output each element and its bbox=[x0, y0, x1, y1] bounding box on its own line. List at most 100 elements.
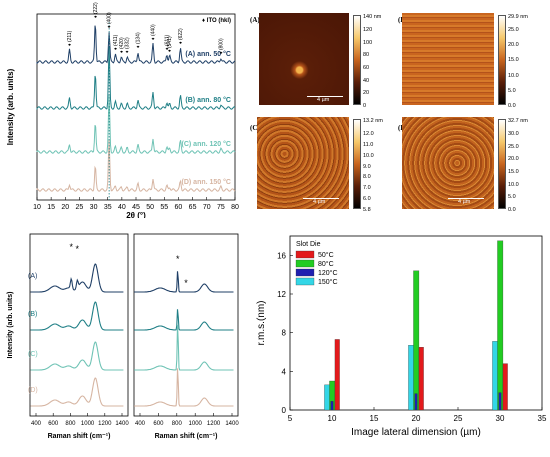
rms-xtick-label: 20 bbox=[412, 414, 421, 423]
raman-xtick-label: 800 bbox=[172, 421, 183, 427]
raman-series-line bbox=[134, 271, 234, 293]
afm-tick-label: 5.8 bbox=[363, 207, 371, 213]
raman-star: * bbox=[76, 244, 80, 254]
xrd-xtick-label: 55 bbox=[160, 204, 168, 211]
afm-max-b: 29.9 nm bbox=[508, 14, 528, 20]
raman-xlabel: Raman shift (cm⁻¹) bbox=[155, 433, 218, 440]
afm-tick-label: 25.0 bbox=[508, 27, 519, 33]
rms-chart: 5 10 15 20 25 30 35 0 4 8 12 16 Image lateral dimens… bbox=[256, 235, 547, 438]
rms-bar bbox=[414, 393, 418, 411]
afm-scalebar-a bbox=[307, 96, 343, 97]
raman-series-line bbox=[30, 263, 124, 293]
raman-star: * bbox=[176, 254, 180, 264]
afm-tick-label: 0.0 bbox=[508, 103, 516, 109]
afm-colorbar-d bbox=[498, 119, 506, 209]
afm-tick-label: 5.0 bbox=[508, 194, 516, 201]
rms-ytick-label: 8 bbox=[282, 329, 287, 338]
afm-tick-label: 30.0 bbox=[508, 131, 519, 137]
xrd-peak-label: ♦ (400) bbox=[107, 12, 113, 28]
rms-bar bbox=[334, 339, 340, 411]
xrd-xtick-label: 25 bbox=[76, 204, 84, 211]
afm-image-a: 4 µm bbox=[259, 13, 349, 105]
raman-xtick-label: 600 bbox=[48, 421, 59, 427]
xrd-series-line bbox=[36, 47, 236, 110]
xrd-peak-label: ♦ (622) bbox=[178, 28, 184, 44]
afm-tick-label: 0 bbox=[363, 103, 367, 109]
xrd-peak-label: ♦ (440) bbox=[150, 24, 156, 40]
xrd-peak-label: ♦ (222) bbox=[93, 2, 99, 18]
afm-tick-label: 0.0 bbox=[508, 207, 516, 213]
xrd-peak-label: ♦ (541) bbox=[167, 36, 173, 52]
rms-xtick-label: 15 bbox=[370, 414, 379, 423]
xrd-xtick-label: 80 bbox=[231, 204, 239, 211]
afm-tick-label: 9.0 bbox=[363, 163, 371, 170]
afm-image-b bbox=[402, 13, 494, 105]
rms-legend-label: 50°C bbox=[318, 251, 334, 259]
afm-scalebar-c bbox=[303, 198, 339, 199]
xrd-peak-label: ♦ (134) bbox=[135, 32, 141, 48]
afm-tick-label: 80 bbox=[363, 52, 370, 59]
rms-ytick-label: 0 bbox=[282, 406, 287, 415]
rms-ytick-label: 12 bbox=[277, 290, 286, 299]
xrd-series-label: (D) ann. 150 °C bbox=[182, 178, 231, 186]
xrd-series-line bbox=[36, 94, 236, 154]
afm-tick-label: 10.0 bbox=[508, 181, 519, 188]
xrd-xtick-label: 10 bbox=[33, 204, 41, 211]
rms-bar bbox=[330, 401, 334, 411]
xrd-peak-label: ♦ (611) bbox=[164, 34, 170, 50]
afm-tick-label: 15.0 bbox=[508, 57, 519, 64]
xrd-xtick-label: 20 bbox=[61, 204, 69, 211]
afm-colorbar-a bbox=[353, 15, 361, 105]
rms-bar bbox=[418, 347, 424, 411]
afm-tick-label: 40 bbox=[363, 77, 370, 84]
afm-tick-label: 6.0 bbox=[363, 196, 371, 203]
rms-legend-swatch bbox=[295, 277, 315, 286]
raman-xtick-label: 600 bbox=[153, 421, 164, 427]
rms-legend-swatch bbox=[295, 250, 315, 259]
xrd-xtick-label: 45 bbox=[132, 204, 140, 211]
afm-colorbar-b bbox=[498, 15, 506, 105]
afm-tick-label: 60 bbox=[363, 65, 370, 71]
xrd-xtick-label: 70 bbox=[203, 204, 211, 211]
afm-scale-text-d: 4 µm bbox=[458, 199, 471, 205]
rms-xtick-label: 5 bbox=[288, 414, 293, 423]
rms-legend-swatch bbox=[295, 268, 315, 277]
raman-panel: 400 600 800 1000 1200 1400 Raman shift (cm⁻¹) 4… bbox=[0, 226, 245, 452]
xrd-peak-label: ♦ (800) bbox=[218, 38, 224, 54]
raman-series-line bbox=[30, 301, 124, 331]
xrd-series-line bbox=[36, 25, 236, 65]
raman-xtick-label: 800 bbox=[65, 421, 76, 427]
xrd-xtick-label: 35 bbox=[104, 204, 112, 211]
afm-max-d: 32.7 nm bbox=[508, 118, 528, 124]
rms-bar bbox=[497, 240, 504, 411]
raman-xtick-label: 400 bbox=[31, 421, 42, 427]
afm-tick-label: 10.0 bbox=[363, 152, 374, 159]
rms-xlabel: Image lateral dimension (µm) bbox=[351, 427, 481, 438]
raman-xtick-label: 1200 bbox=[98, 421, 112, 427]
afm-tick-label: 100 bbox=[363, 39, 373, 46]
rms-ytick-label: 4 bbox=[282, 367, 287, 376]
rms-ytick-label: 16 bbox=[277, 251, 286, 260]
rms-bar bbox=[498, 392, 502, 411]
raman-xtick-label: 1200 bbox=[207, 421, 221, 427]
xrd-series-label: (B) ann. 80 °C bbox=[185, 96, 231, 104]
afm-tick-label: 11.0 bbox=[363, 141, 374, 148]
rms-xtick-label: 10 bbox=[328, 414, 337, 423]
xrd-xtick-label: 50 bbox=[146, 204, 154, 211]
xrd-xtick-label: 40 bbox=[118, 204, 126, 211]
afm-panel: (A) 4 µm 140 nm (B) 29.9 nm (C) 4 µm 13.… bbox=[250, 0, 550, 215]
rms-legend-swatch bbox=[295, 259, 315, 268]
raman-ylabel: Intensity (arb. units) bbox=[7, 292, 14, 359]
raman-series-label: (C) bbox=[28, 351, 38, 358]
raman-series-line bbox=[134, 368, 234, 407]
raman-xtick-label: 1400 bbox=[225, 421, 239, 427]
afm-image-c: 4 µm bbox=[257, 117, 349, 209]
afm-tick-label: 20.0 bbox=[508, 42, 519, 49]
afm-tick-label: 8.0 bbox=[363, 174, 371, 181]
xrd-peak-label: ♦ (211) bbox=[67, 30, 73, 46]
rms-legend-title: Slot Die bbox=[296, 241, 321, 248]
xrd-peak-label: ♦ (420) bbox=[119, 37, 125, 53]
xrd-chart: 10 15 20 25 30 35 40 45 50 55 60 65 70 75 80 2θ (°) Inte… bbox=[6, 2, 239, 220]
afm-image-d: 4 µm bbox=[402, 117, 494, 209]
rms-bar bbox=[413, 270, 420, 411]
